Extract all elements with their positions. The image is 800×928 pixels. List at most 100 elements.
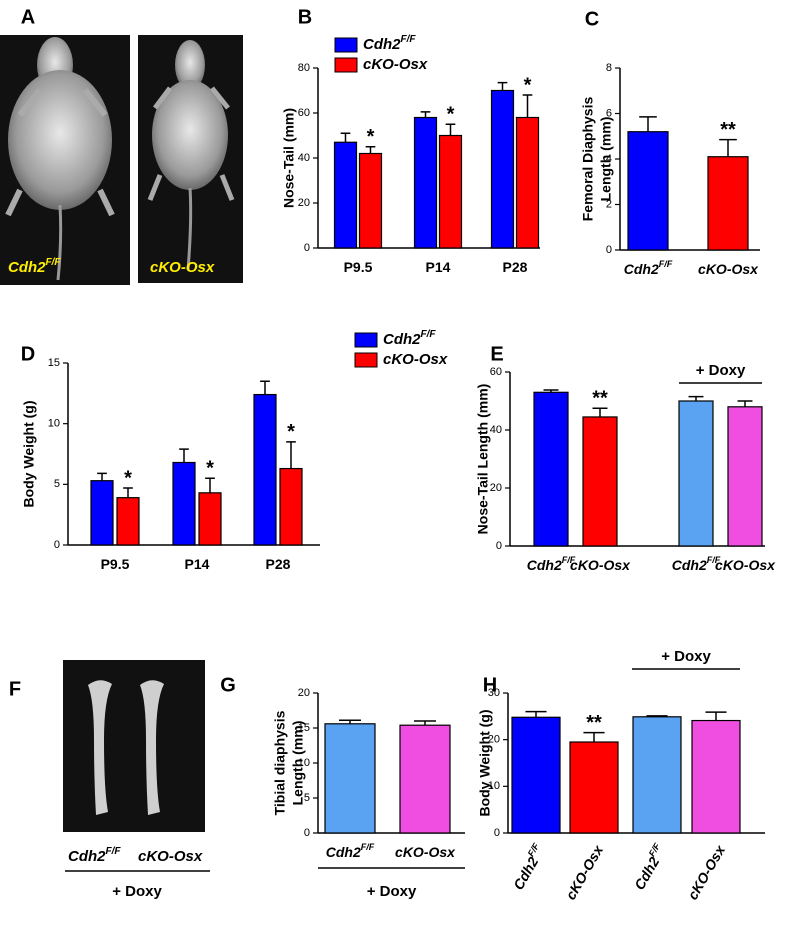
- bar: [515, 116, 540, 249]
- bar: [198, 492, 222, 546]
- bar: [333, 141, 358, 249]
- x-tick-label: P14: [426, 259, 451, 275]
- error-bar: [97, 472, 107, 481]
- bar: [511, 716, 561, 834]
- error-bar: [543, 389, 559, 393]
- bar: [399, 724, 451, 834]
- error-bar: [414, 720, 436, 726]
- x-tick-text: P9.5: [101, 556, 130, 572]
- xray-image: [0, 35, 130, 285]
- y-tick-label: 0: [496, 540, 502, 552]
- legend-text: Cdh2: [363, 36, 401, 53]
- x-tick-label: cKO-Osx: [570, 557, 631, 573]
- x-tick-text: Cdh2: [527, 557, 562, 573]
- legend-text: cKO-Osx: [363, 56, 428, 73]
- error-bar: [522, 94, 533, 118]
- significance-label: **: [592, 388, 608, 410]
- bar: [632, 716, 682, 834]
- significance-label: *: [367, 126, 375, 148]
- image-caption: cKO-Osx: [150, 259, 215, 276]
- legend-label: Cdh2F/F: [363, 34, 416, 53]
- bar: [90, 480, 114, 546]
- error-bar: [445, 123, 456, 136]
- bar: [569, 741, 619, 834]
- x-tick-sup: F/F: [647, 841, 663, 858]
- error-bar: [719, 138, 737, 157]
- x-tick-text: Cdh2: [624, 261, 659, 277]
- significance-label: **: [586, 712, 602, 734]
- legend-swatch: [334, 57, 358, 73]
- x-tick-label: cKO-Osx: [715, 557, 776, 573]
- bar: [490, 89, 515, 249]
- y-tick-label: 8: [606, 62, 612, 74]
- x-tick-text: P9.5: [344, 259, 373, 275]
- legend-swatch: [354, 352, 378, 368]
- y-tick-label: 15: [298, 722, 310, 734]
- y-tick-label: 5: [54, 478, 60, 490]
- bar: [582, 416, 618, 547]
- error-bar: [123, 487, 133, 498]
- legend-label: cKO-Osx: [363, 56, 428, 73]
- error-bar: [583, 731, 605, 742]
- bar: [727, 406, 763, 547]
- y-tick-label: 0: [606, 244, 612, 256]
- error-bar: [365, 146, 376, 154]
- x-tick-text: cKO-Osx: [562, 841, 606, 902]
- y-axis-label: Body Weight (g): [21, 400, 37, 507]
- error-bar: [339, 719, 361, 724]
- y-tick-label: 0: [304, 827, 310, 839]
- error-bar: [646, 715, 668, 717]
- x-tick-label: P9.5: [344, 259, 373, 275]
- legend-text: Cdh2: [383, 331, 421, 348]
- y-axis-label: Length (mm): [290, 721, 306, 806]
- group-label: + Doxy: [696, 362, 746, 379]
- y-tick-label: 40: [298, 152, 310, 164]
- x-tick-label: P9.5: [101, 556, 130, 572]
- y-tick-label: 0: [54, 539, 60, 551]
- error-bar: [705, 711, 727, 721]
- x-tick-text: cKO-Osx: [684, 841, 728, 902]
- bone-image: [63, 660, 205, 832]
- panel-letter: F: [9, 678, 21, 700]
- error-bar: [286, 441, 296, 469]
- x-tick-label: Cdh2F/F: [509, 841, 549, 892]
- legend-swatch: [334, 37, 358, 53]
- panel-letter: B: [298, 6, 312, 28]
- significance-label: *: [206, 458, 214, 480]
- xray-image: [138, 35, 243, 283]
- group-label: + Doxy: [367, 883, 417, 900]
- error-bar: [340, 132, 351, 143]
- panel-letter: A: [21, 6, 35, 28]
- y-axis-label: Body Weight (g): [477, 709, 493, 816]
- y-tick-label: 30: [488, 687, 500, 699]
- bar: [172, 461, 196, 546]
- y-tick-label: 6: [606, 107, 612, 119]
- y-tick-label: 0: [304, 242, 310, 254]
- error-bar: [688, 395, 704, 401]
- y-tick-label: 20: [488, 734, 500, 746]
- error-bar: [525, 710, 547, 718]
- y-tick-label: 4: [606, 153, 612, 165]
- x-tick-sup: F/F: [659, 259, 673, 269]
- panel-letter: C: [585, 8, 599, 30]
- x-tick-label: P14: [185, 556, 210, 572]
- x-tick-label: Cdh2F/F: [527, 555, 576, 572]
- x-tick-label: Cdh2F/F: [672, 555, 721, 572]
- y-tick-label: 10: [298, 757, 310, 769]
- y-tick-label: 20: [298, 687, 310, 699]
- x-tick-text: Cdh2: [672, 557, 707, 573]
- group-label: + Doxy: [112, 883, 162, 900]
- image-caption: cKO-Osx: [138, 848, 203, 865]
- y-tick-label: 10: [48, 418, 60, 430]
- y-tick-label: 40: [490, 424, 502, 436]
- image-caption: Cdh2F/F: [68, 846, 121, 865]
- x-tick-sup: F/F: [361, 842, 375, 852]
- legend-label: cKO-Osx: [383, 351, 448, 368]
- x-tick-text: Cdh2: [510, 854, 541, 892]
- x-tick-sup: F/F: [562, 555, 576, 565]
- y-axis-label: Nose-Tail Length (mm): [475, 384, 491, 535]
- x-tick-label: Cdh2F/F: [624, 259, 673, 276]
- x-tick-text: P14: [185, 556, 210, 572]
- x-tick-text: Cdh2: [326, 844, 361, 860]
- panel-letter: E: [490, 343, 503, 365]
